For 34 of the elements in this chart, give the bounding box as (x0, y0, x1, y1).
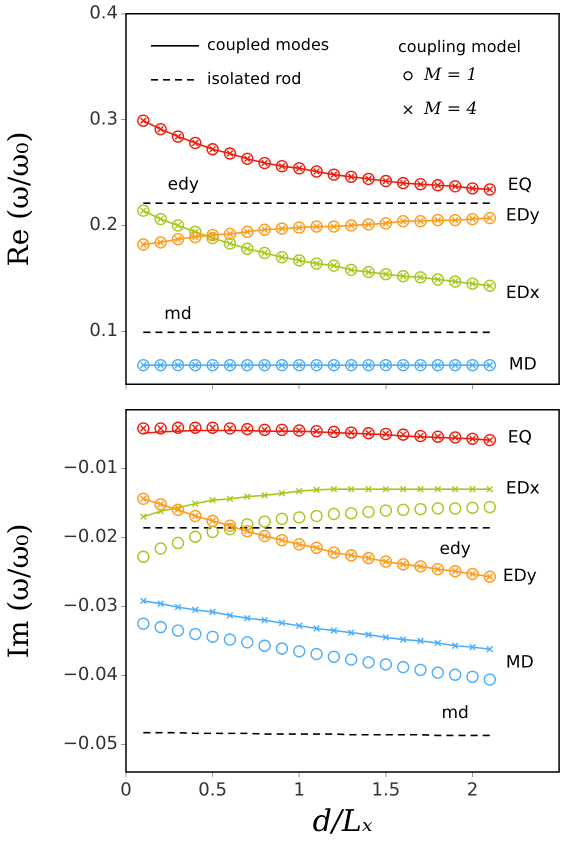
annotation: edy (168, 174, 199, 195)
y-tick-label: −0.04 (62, 664, 118, 686)
annotation: md (164, 304, 192, 324)
legend-label: M = 1 (423, 65, 478, 86)
y-axis-title: Im (ω/ω₀) (2, 524, 36, 658)
y-tick-label: −0.05 (62, 733, 118, 754)
y-tick-label: −0.02 (62, 526, 118, 548)
annotation: EQ (508, 174, 532, 195)
legend-label: isolated rod (207, 68, 302, 88)
annotation: EQ (508, 428, 532, 448)
x-tick-label: 2 (466, 779, 478, 800)
annotation: MD (506, 652, 534, 673)
annotation: md (441, 702, 469, 723)
legend-label: M = 4 (423, 99, 478, 120)
x-tick-label: 0 (120, 779, 132, 800)
x-tick-label: 1.5 (372, 779, 400, 800)
x-tick-label: 0.5 (198, 779, 227, 800)
y-tick-label: −0.03 (62, 595, 118, 616)
annotation: MD (508, 354, 537, 375)
legend-title: coupling model (398, 36, 521, 56)
y-tick-label: 0.4 (89, 2, 118, 24)
x-axis-title: d/Lₓ (312, 804, 373, 839)
y-tick-label: −0.01 (62, 457, 118, 478)
y-tick-label: 0.1 (89, 320, 118, 341)
annotation: EDy (506, 205, 540, 226)
annotation: EDx (506, 283, 540, 304)
y-tick-label: 0.3 (89, 108, 118, 130)
annotation: edy (440, 539, 471, 560)
y-axis-title: Re (ω/ω₀) (2, 132, 36, 266)
legend-label: coupled modes (207, 34, 330, 54)
y-tick-label: 0.2 (89, 214, 118, 236)
annotation: EDx (506, 478, 540, 499)
annotation: EDy (502, 566, 537, 586)
x-tick-label: 1 (294, 779, 305, 800)
